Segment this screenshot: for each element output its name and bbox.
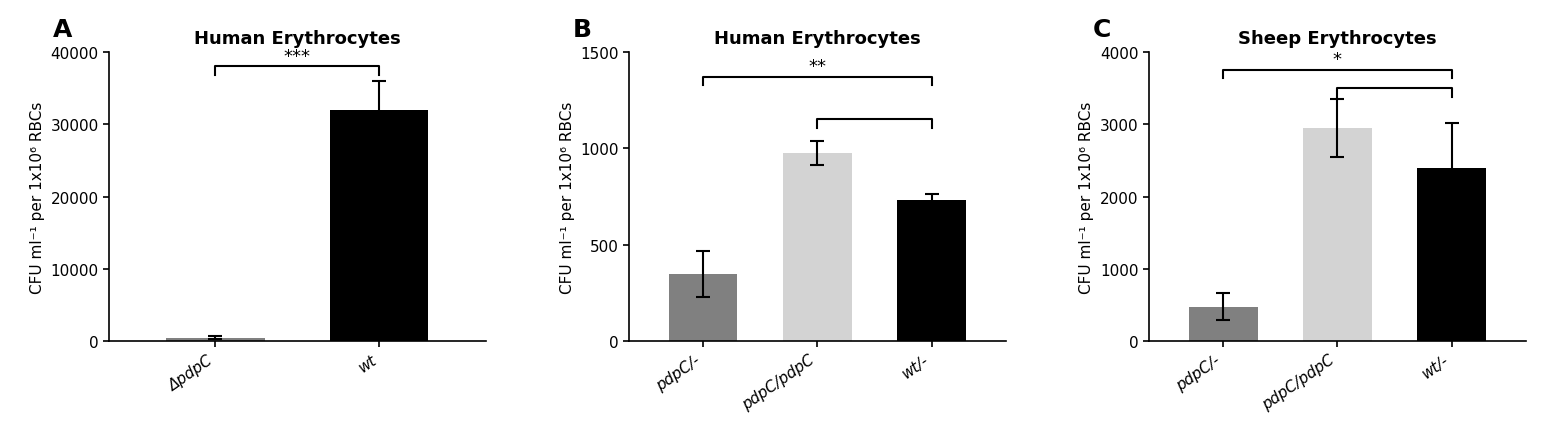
Title: Human Erythrocytes: Human Erythrocytes: [195, 30, 400, 48]
Bar: [1303, 128, 1372, 342]
Bar: [167, 338, 265, 342]
Bar: [670, 274, 738, 342]
Title: Sheep Erythrocytes: Sheep Erythrocytes: [1238, 30, 1437, 48]
Bar: [330, 110, 428, 342]
Bar: [897, 201, 965, 342]
Text: A: A: [53, 18, 72, 42]
Bar: [1417, 168, 1485, 342]
Bar: [1190, 307, 1258, 342]
Y-axis label: CFU ml⁻¹ per 1x10⁶ RBCs: CFU ml⁻¹ per 1x10⁶ RBCs: [559, 101, 575, 293]
Text: ***: ***: [283, 48, 311, 66]
Y-axis label: CFU ml⁻¹ per 1x10⁶ RBCs: CFU ml⁻¹ per 1x10⁶ RBCs: [1079, 101, 1095, 293]
Bar: [783, 154, 852, 342]
Y-axis label: CFU ml⁻¹ per 1x10⁶ RBCs: CFU ml⁻¹ per 1x10⁶ RBCs: [30, 101, 45, 293]
Text: **: **: [808, 58, 827, 76]
Text: B: B: [573, 18, 592, 42]
Text: C: C: [1093, 18, 1110, 42]
Title: Human Erythrocytes: Human Erythrocytes: [715, 30, 920, 48]
Text: *: *: [1333, 51, 1342, 69]
